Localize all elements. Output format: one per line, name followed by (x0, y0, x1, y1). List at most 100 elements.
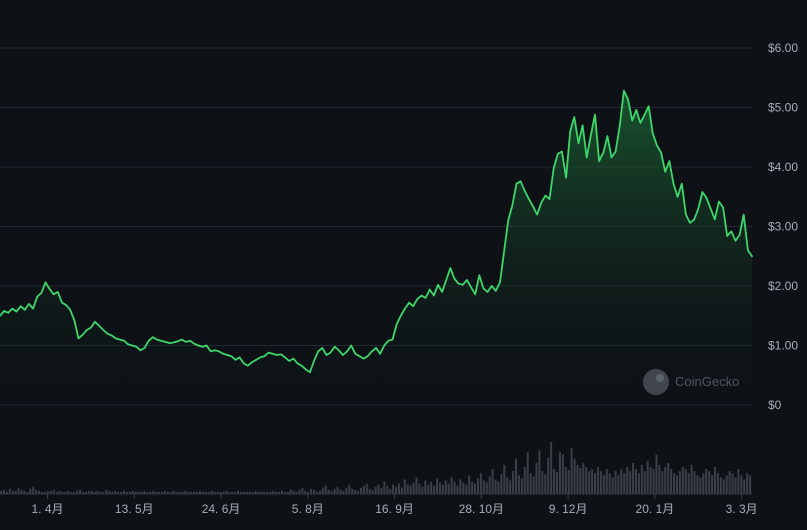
volume-bar (550, 442, 553, 494)
volume-bar (301, 487, 304, 494)
volume-bar (526, 452, 529, 494)
volume-bar (614, 471, 617, 494)
volume-bar (541, 471, 544, 494)
volume-bar (667, 462, 670, 494)
volume-bar (453, 481, 456, 494)
volume-bar (111, 491, 114, 494)
x-tick-label: 28. 10月 (459, 502, 504, 516)
volume-bar (749, 475, 752, 494)
volume-bar (152, 490, 155, 494)
volume-bar (23, 490, 26, 494)
volume-bar (239, 491, 242, 494)
volume-bar (632, 462, 635, 494)
watermark-text: CoinGecko (675, 374, 739, 389)
volume-bar (506, 477, 509, 494)
volume-bar (670, 469, 673, 494)
volume-bar (158, 491, 161, 494)
volume-bar (591, 469, 594, 494)
volume-bar (257, 491, 260, 494)
volume-bar (193, 491, 196, 494)
price-line-group (0, 89, 753, 374)
volume-bar (585, 466, 588, 494)
volume-bar (125, 491, 128, 494)
volume-bar (295, 491, 298, 494)
volume-bar (237, 490, 240, 494)
volume-bar (61, 491, 64, 494)
volume-bar (96, 490, 99, 494)
volume-bar (433, 485, 436, 494)
volume-bar (561, 454, 564, 494)
volume-bar (746, 473, 749, 494)
x-tick-label: 5. 8月 (292, 502, 324, 516)
volume-bar (242, 491, 245, 494)
volume-bar (626, 466, 629, 494)
volume-bar (737, 469, 740, 494)
volume-bar (529, 473, 532, 494)
volume-bar (687, 473, 690, 494)
price-line (0, 89, 753, 374)
volume-bar (204, 491, 207, 494)
volume-bar (117, 491, 120, 494)
volume-bar (403, 479, 406, 494)
volume-bar (365, 483, 368, 494)
volume-bar (155, 491, 158, 494)
volume-bar (482, 480, 485, 494)
volume-bar (415, 477, 418, 494)
volume-bar (722, 479, 725, 494)
volume-bar (254, 490, 257, 494)
volume-bar (386, 485, 389, 494)
volume-bar (497, 481, 500, 494)
volume-bar (392, 484, 395, 494)
volume-bar (275, 491, 278, 494)
volume-bar (263, 491, 266, 494)
volume-bar (234, 491, 237, 494)
volume-bar (333, 488, 336, 494)
x-tick-label: 24. 6月 (202, 502, 241, 516)
volume-bar (517, 475, 520, 494)
volume-bar (532, 476, 535, 494)
volume-bar (593, 473, 597, 494)
volume-bar (163, 490, 166, 494)
volume-bar (368, 488, 371, 494)
y-tick-label: $5.00 (768, 101, 798, 115)
volume-bar (175, 491, 178, 494)
volume-bar (535, 462, 538, 494)
volume-bar (374, 486, 377, 494)
volume-bar (210, 490, 213, 494)
volume-bar (251, 491, 254, 494)
volume-bar (73, 491, 76, 494)
volume-bar (166, 491, 169, 494)
volume-bar (441, 484, 444, 494)
coingecko-logo-eye-icon (656, 374, 664, 382)
volume-bar (380, 487, 383, 494)
volume-bar (646, 460, 649, 494)
volume-bar (476, 478, 479, 494)
volume-bar (678, 471, 681, 494)
x-tick-label: 20. 1月 (636, 502, 675, 516)
volume-bar (58, 490, 61, 494)
volume-bar (93, 491, 96, 494)
volume-bar (172, 490, 175, 494)
volume-bar (119, 491, 123, 494)
volume-bar (629, 471, 632, 494)
volume-bar (84, 491, 87, 494)
x-tick-label: 9. 12月 (549, 502, 588, 516)
volume-bar (503, 464, 506, 494)
volume-bar (444, 480, 447, 494)
volume-bar (67, 490, 70, 494)
volume-bar (623, 473, 626, 494)
volume-bar (339, 489, 342, 494)
volume-bar (705, 469, 708, 494)
volume-bar (330, 490, 333, 494)
volume-bar (307, 491, 310, 494)
volume-bar (272, 490, 275, 494)
volume-bar (523, 466, 526, 494)
volume-bar (602, 475, 605, 494)
volume-bar (318, 490, 321, 494)
x-tick-label: 3. 3月 (726, 502, 758, 516)
x-tick-label: 13. 5月 (115, 502, 154, 516)
volume-bar (491, 469, 494, 494)
x-tick-label: 16. 9月 (375, 502, 414, 516)
